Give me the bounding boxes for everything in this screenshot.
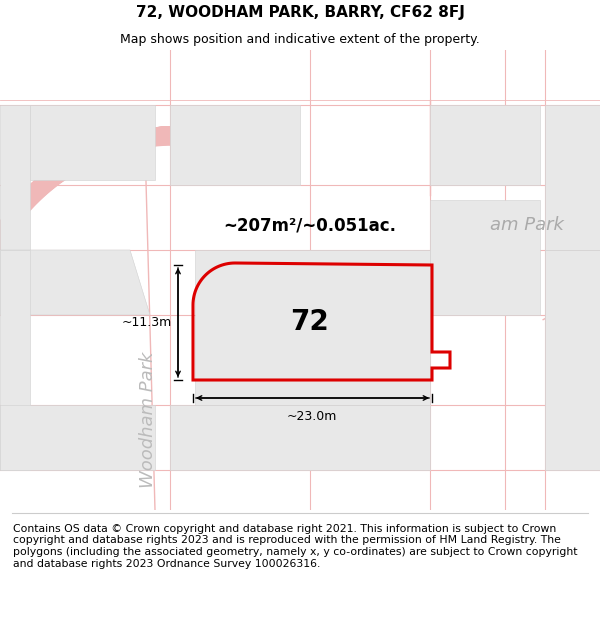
Text: 72: 72 [290, 308, 329, 336]
Polygon shape [430, 105, 540, 185]
Polygon shape [195, 250, 430, 405]
Text: 72, WOODHAM PARK, BARRY, CF62 8FJ: 72, WOODHAM PARK, BARRY, CF62 8FJ [136, 5, 464, 20]
Polygon shape [430, 200, 540, 315]
Polygon shape [30, 105, 155, 180]
Text: Map shows position and indicative extent of the property.: Map shows position and indicative extent… [120, 32, 480, 46]
Text: am Park: am Park [490, 216, 564, 234]
Polygon shape [170, 405, 430, 470]
Polygon shape [0, 250, 30, 470]
Text: Woodham Park: Woodham Park [139, 352, 157, 488]
Polygon shape [0, 250, 150, 315]
Polygon shape [545, 105, 600, 250]
Text: Contains OS data © Crown copyright and database right 2021. This information is : Contains OS data © Crown copyright and d… [13, 524, 578, 569]
Polygon shape [0, 105, 30, 250]
Text: ~207m²/~0.051ac.: ~207m²/~0.051ac. [223, 216, 397, 234]
Text: ~11.3m: ~11.3m [122, 316, 172, 329]
Text: ~23.0m: ~23.0m [287, 410, 337, 423]
Polygon shape [0, 405, 155, 470]
Polygon shape [170, 105, 300, 185]
Polygon shape [545, 250, 600, 470]
